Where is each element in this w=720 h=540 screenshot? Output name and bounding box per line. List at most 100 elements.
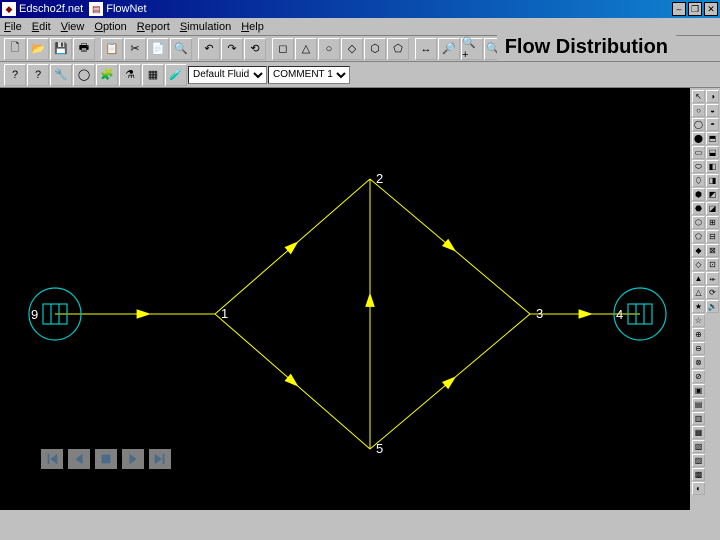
- tool-5[interactable]: 📋: [101, 38, 123, 60]
- nav-prev-button[interactable]: [67, 448, 91, 470]
- tool-19[interactable]: ⬠: [387, 38, 409, 60]
- menu-help[interactable]: Help: [241, 21, 264, 33]
- tool-21[interactable]: ↔: [415, 38, 437, 60]
- tool-16[interactable]: ○: [318, 38, 340, 60]
- tool-18[interactable]: ⬡: [364, 38, 386, 60]
- palette-tool-40[interactable]: ⊠: [706, 244, 719, 257]
- tool2-3[interactable]: ◯: [73, 64, 95, 86]
- tool-12[interactable]: ⟲: [244, 38, 266, 60]
- network-diagram: 912354: [0, 88, 690, 510]
- palette-tool-5[interactable]: ⬭: [692, 160, 705, 173]
- palette-tool-24[interactable]: ▦: [692, 426, 705, 439]
- palette-tool-30[interactable]: ◒: [706, 104, 719, 117]
- palette-tool-10[interactable]: ⬠: [692, 230, 705, 243]
- title-text-right: FlowNet: [106, 3, 146, 15]
- nav-last-button[interactable]: [148, 448, 172, 470]
- tool-7[interactable]: 📄: [147, 38, 169, 60]
- tool-15[interactable]: △: [295, 38, 317, 60]
- nav-first-button[interactable]: [40, 448, 64, 470]
- palette-tool-19[interactable]: ⊗: [692, 356, 705, 369]
- palette-tool-44[interactable]: 🔊: [706, 300, 719, 313]
- palette-tool-34[interactable]: ◧: [706, 160, 719, 173]
- titlebar: ◆ Edscho2f.net ▤ FlowNet – ❐ ✕: [0, 0, 720, 18]
- palette-tool-4[interactable]: ▭: [692, 146, 705, 159]
- menu-option[interactable]: Option: [94, 21, 126, 33]
- tool2-5[interactable]: ⚗: [119, 64, 141, 86]
- tool2-6[interactable]: ▦: [142, 64, 164, 86]
- arrow-1-5: [285, 374, 299, 387]
- palette-tool-20[interactable]: ⊘: [692, 370, 705, 383]
- palette-tool-15[interactable]: ★: [692, 300, 705, 313]
- palette-tool-17[interactable]: ⊕: [692, 328, 705, 341]
- tool-17[interactable]: ◇: [341, 38, 363, 60]
- tool-0[interactable]: 🗋: [4, 38, 26, 60]
- tool2-0[interactable]: ?: [4, 64, 26, 86]
- palette-tool-36[interactable]: ◩: [706, 188, 719, 201]
- palette-tool-22[interactable]: ▤: [692, 398, 705, 411]
- palette-tool-31[interactable]: ◓: [706, 118, 719, 131]
- palette-tool-16[interactable]: ☆: [692, 314, 705, 327]
- palette-tool-43[interactable]: ⟳: [706, 286, 719, 299]
- close-button[interactable]: ✕: [704, 2, 718, 16]
- palette-tool-1[interactable]: ○: [692, 104, 705, 117]
- palette-tool-29[interactable]: ◑: [706, 90, 719, 103]
- palette-tool-38[interactable]: ⊞: [706, 216, 719, 229]
- palette-tool-39[interactable]: ⊟: [706, 230, 719, 243]
- palette-tool-11[interactable]: ◆: [692, 244, 705, 257]
- tool-11[interactable]: ↷: [221, 38, 243, 60]
- palette-tool-3[interactable]: ⬤: [692, 132, 705, 145]
- palette-tool-13[interactable]: ▲: [692, 272, 705, 285]
- tool-22[interactable]: 🔎: [438, 38, 460, 60]
- tool2-2[interactable]: 🔧: [50, 64, 72, 86]
- palette-tool-9[interactable]: ⬡: [692, 216, 705, 229]
- nav-stop-button[interactable]: [94, 448, 118, 470]
- palette-tool-37[interactable]: ◪: [706, 202, 719, 215]
- palette-tool-12[interactable]: ◇: [692, 258, 705, 271]
- palette-tool-23[interactable]: ▥: [692, 412, 705, 425]
- arrow-1-2: [285, 241, 299, 254]
- palette-tool-41[interactable]: ⊡: [706, 258, 719, 271]
- arrow-2-3: [442, 239, 456, 252]
- node-label-1: 1: [221, 306, 228, 321]
- arrow-3-4: [579, 309, 593, 319]
- palette-tool-26[interactable]: ▨: [692, 454, 705, 467]
- palette-tool-14[interactable]: △: [692, 286, 705, 299]
- menu-simulation[interactable]: Simulation: [180, 21, 231, 33]
- fluid-select[interactable]: Default Fluid: [188, 66, 267, 84]
- maximize-button[interactable]: ❐: [688, 2, 702, 16]
- palette-tool-21[interactable]: ▣: [692, 384, 705, 397]
- tool2-1[interactable]: ?: [27, 64, 49, 86]
- palette-tool-28[interactable]: ◐: [692, 482, 705, 495]
- menu-edit[interactable]: Edit: [32, 21, 51, 33]
- palette-tool-25[interactable]: ▧: [692, 440, 705, 453]
- palette-tool-2[interactable]: ◯: [692, 118, 705, 131]
- tool-1[interactable]: 📂: [27, 38, 49, 60]
- tool-2[interactable]: 💾: [50, 38, 72, 60]
- palette-tool-7[interactable]: ⬢: [692, 188, 705, 201]
- palette-tool-32[interactable]: ⬒: [706, 132, 719, 145]
- menu-report[interactable]: Report: [137, 21, 170, 33]
- tool-6[interactable]: ✂: [124, 38, 146, 60]
- nav-next-button[interactable]: [121, 448, 145, 470]
- menu-file[interactable]: File: [4, 21, 22, 33]
- palette-tool-27[interactable]: ▩: [692, 468, 705, 481]
- tool-10[interactable]: ↶: [198, 38, 220, 60]
- tool2-4[interactable]: 🧩: [96, 64, 118, 86]
- palette-tool-33[interactable]: ⬓: [706, 146, 719, 159]
- menu-view[interactable]: View: [61, 21, 85, 33]
- palette-tool-35[interactable]: ◨: [706, 174, 719, 187]
- tool-3[interactable]: 🖶: [73, 38, 95, 60]
- page-title: Flow Distribution: [497, 34, 676, 61]
- palette-tool-6[interactable]: ⬯: [692, 174, 705, 187]
- comment-select[interactable]: COMMENT 1: [268, 66, 350, 84]
- minimize-button[interactable]: –: [672, 2, 686, 16]
- tool2-7[interactable]: 🧪: [165, 64, 187, 86]
- palette-tool-42[interactable]: ⬰: [706, 272, 719, 285]
- tool-23[interactable]: 🔍+: [461, 38, 483, 60]
- tool-14[interactable]: ◻: [272, 38, 294, 60]
- tool-8[interactable]: 🔍: [170, 38, 192, 60]
- palette-tool-0[interactable]: ↖: [692, 90, 705, 103]
- diagram-canvas[interactable]: 912354: [0, 88, 690, 510]
- palette-tool-18[interactable]: ⊖: [692, 342, 705, 355]
- palette-tool-8[interactable]: ⬣: [692, 202, 705, 215]
